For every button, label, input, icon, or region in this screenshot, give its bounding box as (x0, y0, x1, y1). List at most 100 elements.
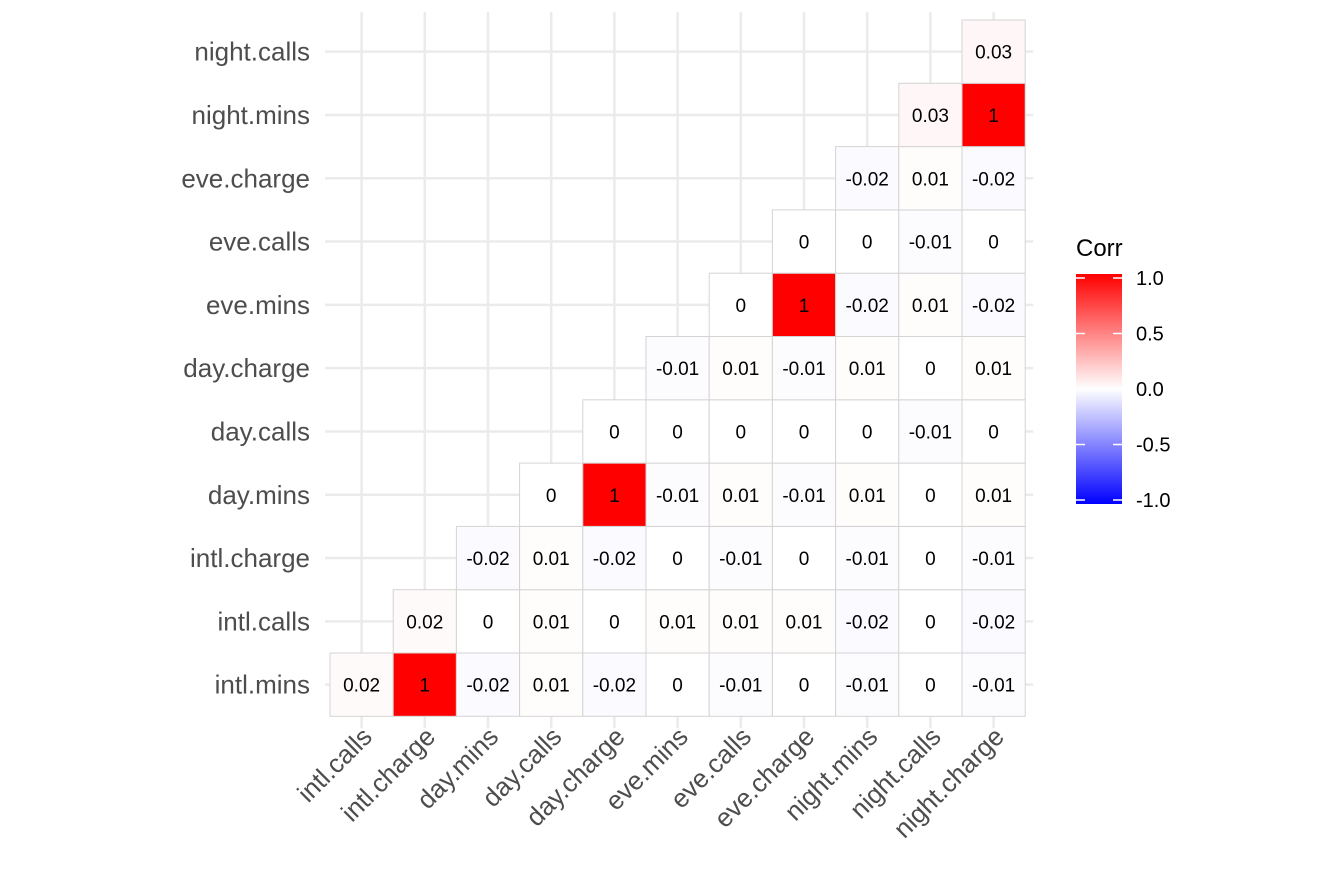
heatmap-cell (898, 336, 963, 401)
cell-value-label: 0 (672, 676, 683, 697)
cell-value-label: 0 (609, 422, 620, 443)
cell-value-label: -0.02 (972, 296, 1015, 317)
heatmap-cell (835, 399, 900, 464)
cell-value-label: 0.01 (975, 359, 1012, 380)
cell-value-label: 0 (483, 612, 494, 633)
cell-value-label: -0.01 (782, 486, 825, 507)
y-tick-label: day.charge (183, 353, 310, 383)
cell-value-label: -0.01 (972, 676, 1015, 697)
cell-value-label: -0.02 (972, 169, 1015, 190)
heatmap-cell (898, 272, 963, 338)
heatmap-cell (582, 399, 647, 464)
heatmap-cell (835, 146, 900, 211)
heatmap-cell (835, 652, 900, 717)
cell-value-label: 0.01 (722, 359, 759, 380)
cell-value-label: 0 (799, 233, 810, 254)
heatmap-cell (835, 272, 900, 338)
cell-value-label: 0.01 (849, 359, 886, 380)
cell-value-label: 0.01 (659, 612, 696, 633)
y-tick-label: day.calls (211, 416, 310, 446)
cell-value-label: 0 (609, 612, 620, 633)
heatmap-cell (392, 652, 457, 717)
legend-title: Corr (1076, 235, 1123, 262)
cell-value-label: 0.01 (722, 612, 759, 633)
cell-value-label: 0 (862, 422, 873, 443)
cell-value-label: -0.01 (846, 549, 889, 570)
cell-value-label: 0 (988, 233, 999, 254)
cell-value-label: 0 (672, 422, 683, 443)
cell-value-label: 0 (672, 549, 683, 570)
legend-tick-label: -0.5 (1136, 435, 1170, 457)
heatmap-cell (582, 462, 647, 527)
cell-value-label: 0.01 (912, 169, 949, 190)
heatmap-cell (898, 525, 963, 591)
heatmap-cell (898, 652, 963, 717)
cell-value-label: 0 (799, 422, 810, 443)
cell-value-label: 0.01 (533, 549, 570, 570)
cell-value-label: 1 (609, 486, 620, 507)
cell-value-label: 1 (420, 676, 431, 697)
cell-value-label: 0 (925, 359, 936, 380)
heatmap-cell (645, 652, 710, 717)
cell-value-label: -0.02 (972, 612, 1015, 633)
cell-value-label: -0.01 (656, 359, 699, 380)
cell-value-label: 0 (736, 422, 747, 443)
cell-value-label: 1 (988, 106, 999, 127)
heatmap-cell (771, 272, 837, 338)
heatmap-cell (645, 399, 710, 464)
cell-value-label: 0.03 (912, 106, 949, 127)
cell-value-label: -0.02 (846, 612, 889, 633)
heatmap-cell (392, 589, 457, 654)
cell-value-label: 0 (862, 233, 873, 254)
heatmap-cell (519, 652, 584, 717)
heatmap-cell (961, 146, 1026, 211)
heatmap-cell (961, 209, 1026, 274)
heatmap-cell (835, 589, 900, 654)
heatmap-cell (645, 462, 710, 527)
y-tick-label: day.mins (208, 480, 310, 510)
heatmap-cell (898, 82, 963, 148)
y-tick-label: eve.charge (181, 163, 310, 193)
heatmap-cell (519, 589, 584, 654)
cell-value-label: -0.01 (656, 486, 699, 507)
heatmap-cell (835, 336, 900, 401)
heatmap-cell (708, 462, 773, 527)
heatmap-cell (771, 209, 837, 274)
heatmap-cell (582, 652, 647, 717)
cell-value-label: 0 (925, 612, 936, 633)
cell-value-label: -0.01 (782, 359, 825, 380)
cell-value-label: 0.02 (343, 676, 380, 697)
heatmap-cell (961, 336, 1026, 401)
heatmap-cell (582, 525, 647, 591)
cell-value-label: 0.01 (849, 486, 886, 507)
heatmap-cell (519, 462, 584, 527)
cell-value-label: 0 (799, 676, 810, 697)
cell-value-label: -0.01 (972, 549, 1015, 570)
heatmap-cell (961, 589, 1026, 654)
cell-value-label: 0 (546, 486, 557, 507)
cell-value-label: -0.01 (719, 549, 762, 570)
heatmap-cell (961, 19, 1026, 84)
cell-value-label: -0.02 (846, 296, 889, 317)
cell-value-label: 0 (925, 486, 936, 507)
cell-value-label: -0.01 (909, 233, 952, 254)
cell-value-label: 0.01 (975, 486, 1012, 507)
cell-value-label: 0.01 (533, 676, 570, 697)
cell-value-label: 0.01 (786, 612, 823, 633)
heatmap-cell (961, 652, 1026, 717)
cell-value-label: -0.02 (593, 549, 636, 570)
heatmap-cell (898, 209, 963, 274)
heatmap-cell (645, 589, 710, 654)
heatmap-cell (708, 525, 773, 591)
cell-value-label: 1 (799, 296, 810, 317)
legend-tick-label: 0.5 (1136, 324, 1164, 346)
heatmap-cell (645, 336, 710, 401)
legend-tick-label: -1.0 (1136, 490, 1170, 512)
color-legend: Corr 1.0 0.5 0.0 -0.5 -1.0 (1076, 235, 1170, 512)
heatmap-cell (961, 399, 1026, 464)
cell-value-label: -0.01 (719, 676, 762, 697)
heatmap-cell (455, 589, 521, 654)
heatmap-cell (708, 652, 773, 717)
heatmap-cell (771, 399, 837, 464)
heatmap-cell (961, 272, 1026, 338)
